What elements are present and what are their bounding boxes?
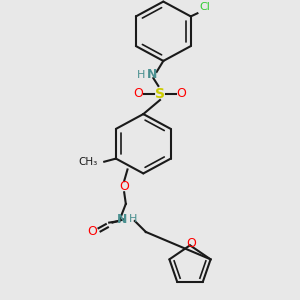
Text: N: N	[117, 213, 128, 226]
Text: O: O	[88, 226, 98, 238]
Text: N: N	[147, 68, 157, 82]
Text: H: H	[136, 70, 145, 80]
Text: Cl: Cl	[199, 2, 210, 12]
Text: S: S	[155, 87, 165, 101]
Text: O: O	[119, 180, 129, 193]
Text: H: H	[129, 214, 137, 224]
Text: CH₃: CH₃	[78, 157, 98, 167]
Text: O: O	[134, 87, 143, 100]
Text: O: O	[177, 87, 187, 100]
Text: O: O	[187, 237, 196, 250]
